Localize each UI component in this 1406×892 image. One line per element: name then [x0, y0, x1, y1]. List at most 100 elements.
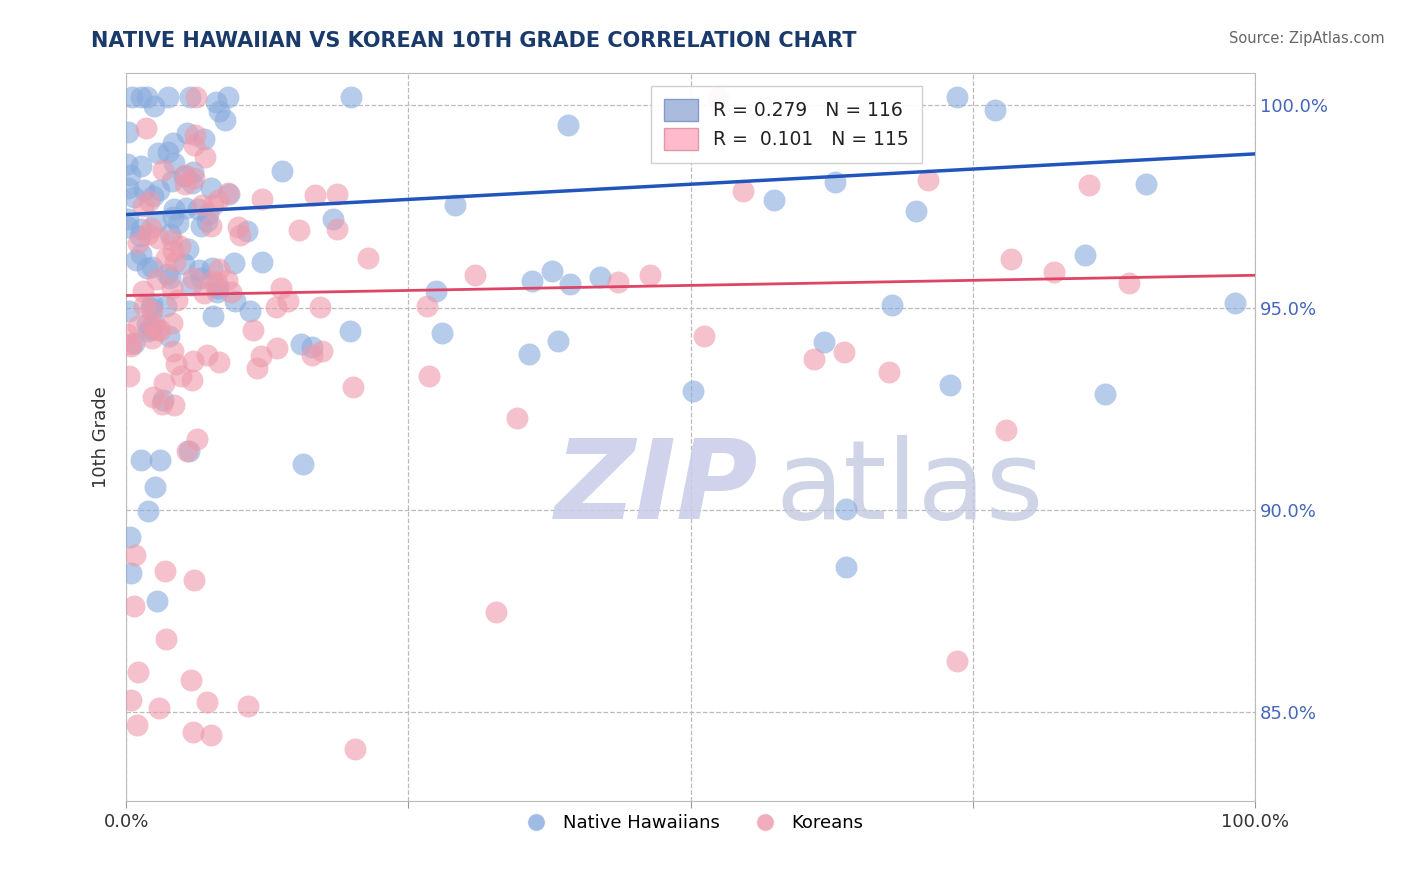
Point	[183, 138, 205, 153]
Point	[160, 233, 183, 247]
Point	[127, 318, 149, 333]
Point	[357, 251, 380, 265]
Point	[173, 169, 195, 184]
Point	[162, 210, 184, 224]
Point	[180, 176, 202, 190]
Point	[115, 157, 138, 171]
Point	[224, 293, 246, 308]
Point	[177, 242, 200, 256]
Point	[325, 187, 347, 202]
Point	[184, 90, 207, 104]
Point	[136, 227, 159, 241]
Point	[250, 255, 273, 269]
Text: ZIP: ZIP	[555, 434, 759, 541]
Point	[152, 163, 174, 178]
Point	[340, 90, 363, 104]
Point	[149, 452, 172, 467]
Point	[762, 194, 785, 208]
Point	[207, 194, 229, 208]
Point	[142, 189, 165, 203]
Point	[339, 324, 361, 338]
Point	[226, 219, 249, 234]
Point	[904, 204, 927, 219]
Point	[589, 270, 612, 285]
Point	[122, 599, 145, 614]
Point	[183, 170, 205, 185]
Point	[1074, 247, 1097, 261]
Point	[129, 159, 152, 173]
Point	[141, 260, 163, 274]
Point	[162, 398, 184, 412]
Point	[195, 214, 218, 228]
Point	[1135, 177, 1157, 191]
Point	[150, 396, 173, 410]
Point	[288, 223, 311, 237]
Point	[208, 354, 231, 368]
Point	[194, 150, 217, 164]
Point	[132, 198, 155, 212]
Point	[693, 329, 716, 343]
Point	[120, 693, 142, 707]
Point	[214, 112, 236, 127]
Point	[1223, 296, 1246, 310]
Point	[129, 453, 152, 467]
Point	[236, 224, 259, 238]
Point	[174, 169, 197, 183]
Point	[197, 207, 219, 221]
Point	[129, 247, 152, 261]
Point	[125, 718, 148, 732]
Point	[142, 391, 165, 405]
Text: NATIVE HAWAIIAN VS KOREAN 10TH GRADE CORRELATION CHART: NATIVE HAWAIIAN VS KOREAN 10TH GRADE COR…	[91, 31, 856, 51]
Point	[195, 695, 218, 709]
Point	[141, 331, 163, 345]
Point	[1043, 265, 1066, 279]
Point	[326, 221, 349, 235]
Point	[1077, 178, 1099, 192]
Point	[519, 347, 541, 361]
Point	[153, 564, 176, 578]
Point	[207, 281, 229, 295]
Point	[917, 173, 939, 187]
Point	[301, 348, 323, 362]
Point	[146, 272, 169, 286]
Point	[607, 276, 630, 290]
Point	[834, 560, 856, 574]
Point	[208, 262, 231, 277]
Point	[141, 221, 163, 235]
Point	[186, 432, 208, 446]
Point	[1118, 276, 1140, 290]
Point	[132, 285, 155, 299]
Point	[148, 700, 170, 714]
Point	[202, 198, 225, 212]
Point	[239, 303, 262, 318]
Point	[131, 221, 153, 235]
Point	[188, 263, 211, 277]
Point	[132, 182, 155, 196]
Point	[174, 178, 197, 192]
Point	[120, 566, 142, 581]
Point	[266, 341, 288, 355]
Point	[217, 186, 239, 201]
Text: atlas: atlas	[775, 434, 1043, 541]
Point	[142, 316, 165, 330]
Point	[270, 281, 292, 295]
Point	[444, 198, 467, 212]
Point	[638, 268, 661, 282]
Point	[165, 255, 187, 269]
Point	[165, 357, 187, 371]
Point	[547, 334, 569, 349]
Point	[290, 336, 312, 351]
Point	[430, 326, 453, 340]
Point	[342, 380, 364, 394]
Point	[485, 605, 508, 619]
Point	[183, 128, 205, 142]
Point	[183, 271, 205, 285]
Point	[180, 373, 202, 387]
Point	[143, 98, 166, 112]
Point	[541, 264, 564, 278]
Point	[124, 189, 146, 203]
Point	[155, 632, 177, 647]
Point	[155, 251, 177, 265]
Point	[201, 260, 224, 275]
Point	[118, 168, 141, 182]
